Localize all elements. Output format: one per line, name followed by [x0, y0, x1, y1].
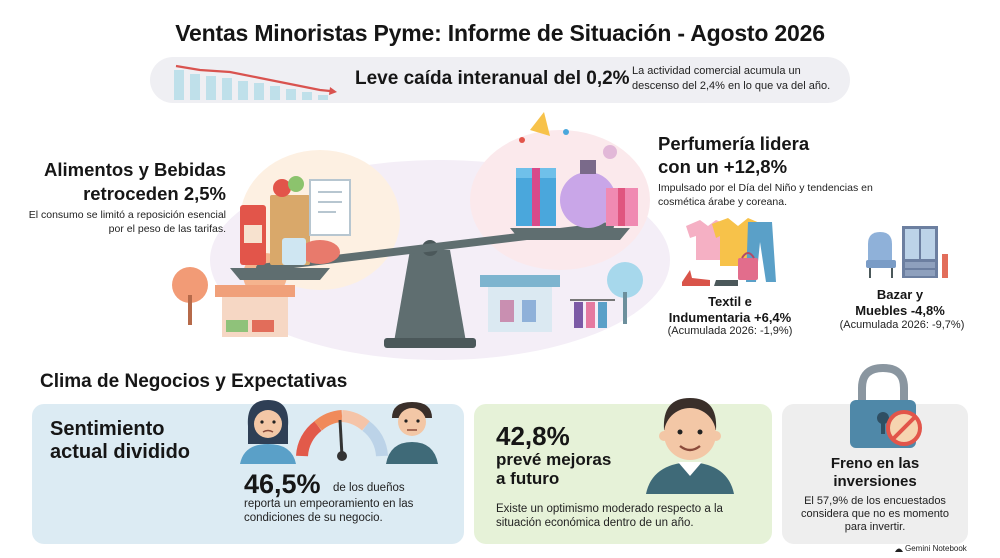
summary-headline: Leve caída interanual del 0,2%	[355, 68, 630, 89]
future-subtitle-line1: prevé mejoras	[496, 450, 612, 469]
sentiment-title-line2: actual dividido	[50, 441, 191, 463]
summary-detail: La actividad comercial acumula un descen…	[632, 65, 831, 92]
food-title-line2: retroceden 2,5%	[83, 183, 226, 204]
food-title-line1: Alimentos y Bebidas	[44, 159, 226, 180]
sentiment-title-line1: Sentimiento	[50, 418, 165, 440]
padlock-no-investment-icon	[850, 363, 922, 448]
textil-title-line1: Textil e	[708, 294, 752, 309]
section-title: Clima de Negocios y Expectativas	[40, 371, 348, 392]
investment-title-line2: inversiones	[833, 473, 917, 490]
bazar-title-line1: Bazar y	[876, 287, 924, 302]
furniture-icon	[866, 226, 948, 278]
sentiment-subject: de los dueños	[333, 482, 405, 494]
page-title: Ventas Minoristas Pyme: Informe de Situa…	[175, 20, 825, 46]
watermark: Gemini Notebook	[905, 544, 967, 553]
future-description: Existe un optimismo moderado respecto a …	[496, 503, 723, 529]
notebook-logo-icon	[895, 548, 903, 552]
optimistic-owner-icon	[646, 398, 734, 494]
bazar-category-title: Bazar y Muebles -4,8%	[830, 287, 970, 319]
sentiment-title: Sentimiento actual dividido	[50, 418, 240, 464]
bazar-accumulated-note: (Acumulada 2026: -9,7%)	[839, 319, 965, 331]
future-subtitle: prevé mejoras a futuro	[496, 450, 646, 488]
decline-trend-icon	[174, 64, 337, 100]
future-subtitle-line2: a futuro	[496, 469, 560, 488]
investment-title-line1: Freno en las	[830, 455, 920, 472]
perfume-title-line2: con un +12,8%	[658, 156, 788, 177]
textil-category-title: Textil e Indumentaria +6,4%	[660, 294, 800, 326]
food-description: El consumo se limitó a reposición esenci…	[28, 209, 226, 235]
perfume-title-line1: Perfumería lidera	[658, 133, 810, 154]
investment-description: El 57,9% de los encuestados considera qu…	[801, 495, 949, 533]
perfume-category-title: Perfumería lidera con un +12,8%	[658, 132, 858, 178]
future-percentage: 42,8%	[496, 421, 570, 451]
textil-accumulated-note: (Acumulada 2026: -1,9%)	[667, 325, 793, 337]
sentiment-percentage: 46,5%	[244, 469, 321, 499]
perfume-description: Impulsado por el Día del Niño y tendenci…	[658, 182, 873, 208]
clothing-icon	[682, 218, 776, 286]
bazar-title-line2: Muebles -4,8%	[855, 303, 945, 318]
sentiment-description: reporta un empeoramiento en las condicio…	[244, 498, 414, 524]
textil-title-line2: Indumentaria +6,4%	[668, 310, 792, 325]
investment-title: Freno en las inversiones	[790, 455, 960, 491]
food-category-title: Alimentos y Bebidas retroceden 2,5%	[20, 158, 226, 206]
worried-owner-gauge-icon	[240, 400, 438, 464]
retail-balance-scale-illustration	[172, 112, 670, 360]
